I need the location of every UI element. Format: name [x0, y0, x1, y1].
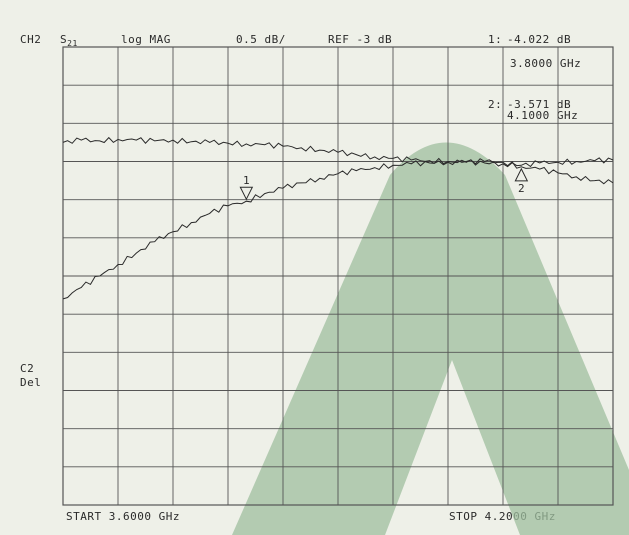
- channel-label: CH2: [20, 33, 42, 46]
- marker-2-triangle: [514, 167, 529, 182]
- marker-layer: 12: [239, 167, 529, 201]
- marker-2-number: 2: [518, 182, 525, 195]
- trace-layer: [62, 136, 614, 300]
- trace-line-1: [62, 136, 614, 168]
- side-label-channel: C2: [20, 362, 35, 375]
- marker-1-value: -4.022 dB: [507, 33, 572, 46]
- marker-2-label: 2:: [488, 98, 503, 111]
- marker-2-frequency: 4.1000 GHz: [507, 109, 579, 122]
- marker-1-frequency: 3.8000 GHz: [510, 57, 582, 70]
- parameter-label: S21: [60, 33, 78, 48]
- scale-label: 0.5 dB/: [236, 33, 286, 46]
- start-frequency-label: START 3.6000 GHz: [66, 510, 180, 523]
- parameter-subscript: 21: [67, 39, 78, 49]
- format-label: log MAG: [121, 33, 171, 46]
- watermark-logo: [232, 142, 629, 535]
- marker-1-label: 1:: [488, 33, 503, 46]
- marker-1-triangle: [239, 186, 254, 201]
- watermark-shape: [232, 142, 629, 535]
- marker-1-number: 1: [243, 174, 250, 187]
- side-label-delay: Del: [20, 376, 42, 389]
- trace-line-2: [62, 158, 614, 300]
- parameter-main: S: [60, 33, 68, 46]
- reference-label: REF -3 dB: [328, 33, 393, 46]
- marker-2-value: -3.571 dB: [507, 98, 572, 111]
- graticule: [62, 46, 614, 506]
